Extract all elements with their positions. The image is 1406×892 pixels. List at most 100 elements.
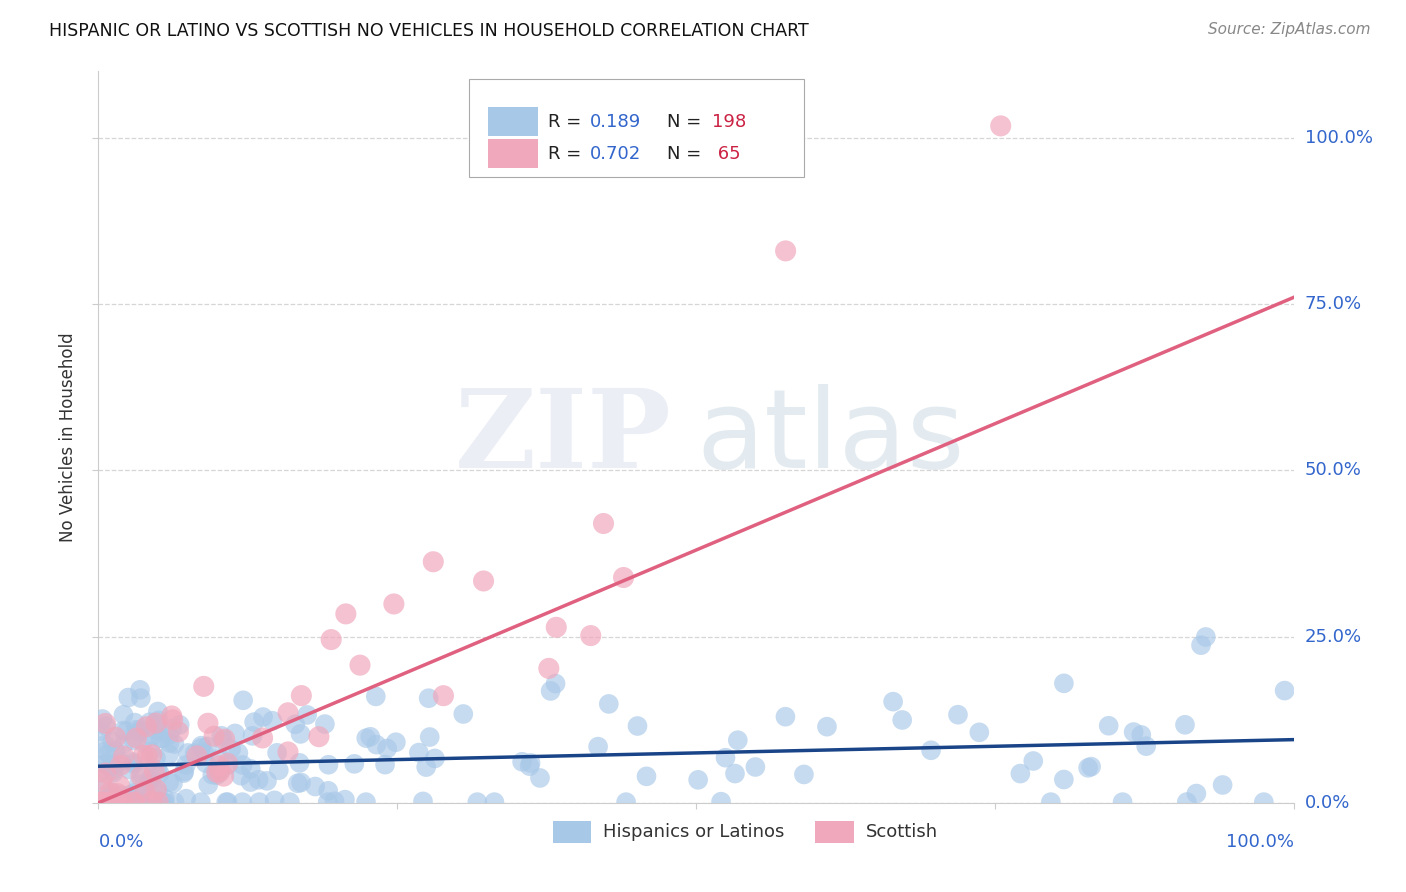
Point	[290, 727, 312, 741]
Point	[208, 751, 231, 765]
Point	[316, 784, 339, 798]
Point	[1195, 630, 1218, 644]
Point	[201, 767, 224, 781]
Point	[132, 748, 155, 763]
Point	[323, 794, 346, 808]
Point	[145, 716, 167, 731]
Point	[1098, 719, 1121, 733]
Point	[94, 795, 117, 809]
Point	[89, 795, 111, 809]
Point	[793, 767, 815, 781]
Point	[290, 775, 312, 789]
Point	[231, 795, 253, 809]
Point	[173, 766, 195, 780]
Point	[143, 716, 166, 731]
Point	[107, 787, 129, 801]
Point	[103, 765, 125, 780]
Point	[193, 679, 215, 693]
Point	[118, 763, 141, 777]
Point	[138, 715, 160, 730]
Point	[195, 739, 218, 754]
Point	[343, 756, 366, 771]
Point	[93, 756, 115, 771]
Point	[278, 795, 301, 809]
Point	[124, 715, 146, 730]
FancyBboxPatch shape	[488, 139, 538, 169]
Point	[153, 791, 176, 805]
Point	[419, 730, 441, 744]
Point	[157, 775, 180, 789]
Point	[920, 743, 942, 757]
Point	[1010, 766, 1032, 780]
Point	[247, 772, 270, 787]
Point	[129, 691, 152, 706]
Point	[124, 795, 146, 809]
Point	[359, 730, 381, 744]
Point	[263, 793, 285, 807]
Point	[579, 629, 602, 643]
Point	[529, 771, 551, 785]
Point	[163, 737, 186, 751]
Point	[162, 722, 184, 736]
Point	[714, 750, 737, 764]
Point	[1053, 676, 1076, 690]
Point	[135, 720, 157, 734]
Point	[105, 795, 128, 809]
Point	[349, 658, 371, 673]
Point	[89, 795, 111, 809]
Text: N =: N =	[668, 112, 707, 130]
Point	[727, 733, 749, 747]
Point	[229, 769, 252, 783]
Point	[744, 760, 766, 774]
Point	[167, 724, 190, 739]
Point	[94, 719, 117, 733]
Point	[295, 708, 318, 723]
Point	[217, 758, 239, 772]
Point	[90, 772, 112, 787]
Point	[217, 795, 239, 809]
Text: 100.0%: 100.0%	[1226, 833, 1294, 851]
Point	[94, 744, 117, 758]
Point	[1185, 787, 1208, 801]
Point	[262, 714, 284, 728]
Point	[112, 749, 135, 764]
Point	[775, 709, 797, 723]
Point	[335, 607, 357, 621]
Point	[120, 795, 142, 809]
Point	[304, 780, 326, 794]
Point	[510, 755, 533, 769]
Point	[209, 729, 232, 743]
Point	[288, 756, 311, 770]
Point	[160, 709, 183, 723]
Point	[423, 751, 446, 765]
Point	[101, 764, 124, 778]
Point	[93, 795, 115, 809]
Point	[146, 723, 169, 738]
Point	[145, 782, 167, 797]
Point	[183, 746, 205, 760]
Point	[128, 777, 150, 791]
Point	[148, 795, 170, 809]
Point	[316, 795, 339, 809]
Point	[1189, 638, 1212, 652]
Text: 0.702: 0.702	[589, 145, 641, 162]
Text: 75.0%: 75.0%	[1305, 295, 1362, 313]
Point	[775, 244, 797, 258]
Point	[1174, 718, 1197, 732]
Point	[239, 762, 262, 776]
Text: Hispanics or Latinos: Hispanics or Latinos	[603, 823, 785, 841]
Point	[540, 684, 562, 698]
Text: 50.0%: 50.0%	[1305, 461, 1361, 479]
Point	[94, 756, 117, 771]
Point	[217, 756, 239, 771]
Point	[1039, 795, 1062, 809]
Point	[122, 733, 145, 747]
Point	[89, 795, 111, 809]
Point	[131, 768, 153, 782]
Point	[364, 690, 387, 704]
Point	[173, 764, 195, 779]
Point	[375, 741, 398, 756]
Point	[252, 710, 274, 724]
Point	[412, 794, 434, 808]
Y-axis label: No Vehicles in Household: No Vehicles in Household	[59, 332, 77, 542]
